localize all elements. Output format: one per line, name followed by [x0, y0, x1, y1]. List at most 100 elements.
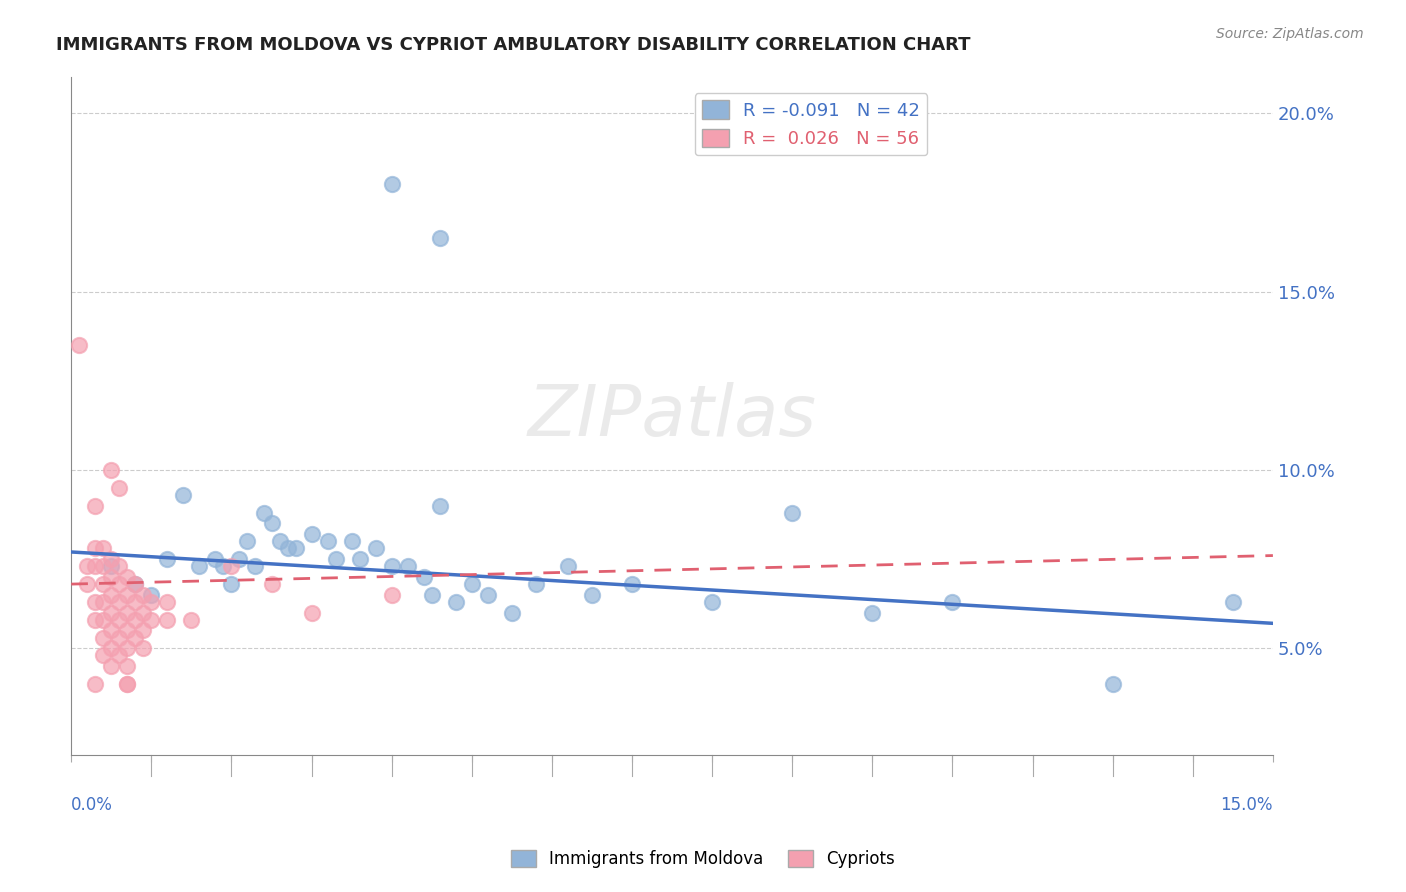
- Point: [245, 559, 267, 574]
- Point: [557, 559, 579, 574]
- Point: [91, 577, 114, 591]
- Point: [221, 559, 243, 574]
- Point: [108, 559, 131, 574]
- Text: 0.0%: 0.0%: [72, 796, 112, 814]
- Point: [117, 677, 139, 691]
- Point: [364, 541, 387, 556]
- Point: [284, 541, 307, 556]
- Point: [141, 613, 163, 627]
- Point: [100, 588, 122, 602]
- Point: [381, 559, 404, 574]
- Point: [188, 559, 211, 574]
- Point: [84, 559, 107, 574]
- Point: [108, 481, 131, 495]
- Point: [84, 541, 107, 556]
- Text: IMMIGRANTS FROM MOLDOVA VS CYPRIOT AMBULATORY DISABILITY CORRELATION CHART: IMMIGRANTS FROM MOLDOVA VS CYPRIOT AMBUL…: [56, 36, 970, 54]
- Point: [117, 606, 139, 620]
- Point: [108, 613, 131, 627]
- Point: [1101, 677, 1123, 691]
- Point: [117, 588, 139, 602]
- Point: [461, 577, 484, 591]
- Point: [124, 577, 146, 591]
- Point: [340, 534, 363, 549]
- Point: [117, 624, 139, 638]
- Point: [429, 231, 451, 245]
- Point: [204, 552, 226, 566]
- Point: [860, 606, 883, 620]
- Point: [381, 178, 404, 192]
- Point: [156, 552, 179, 566]
- Point: [412, 570, 434, 584]
- Point: [180, 613, 202, 627]
- Point: [501, 606, 523, 620]
- Point: [132, 606, 155, 620]
- Point: [108, 595, 131, 609]
- Point: [941, 595, 963, 609]
- Point: [260, 516, 283, 531]
- Point: [156, 613, 179, 627]
- Point: [325, 552, 347, 566]
- Point: [117, 677, 139, 691]
- Point: [301, 527, 323, 541]
- Point: [444, 595, 467, 609]
- Point: [117, 659, 139, 673]
- Point: [100, 559, 122, 574]
- Point: [100, 463, 122, 477]
- Point: [100, 659, 122, 673]
- Point: [301, 606, 323, 620]
- Point: [76, 559, 98, 574]
- Point: [124, 577, 146, 591]
- Point: [84, 613, 107, 627]
- Point: [700, 595, 723, 609]
- Point: [236, 534, 259, 549]
- Point: [100, 606, 122, 620]
- Point: [76, 577, 98, 591]
- Point: [277, 541, 299, 556]
- Point: [91, 595, 114, 609]
- Point: [212, 559, 235, 574]
- Point: [132, 641, 155, 656]
- Point: [581, 588, 603, 602]
- Point: [124, 631, 146, 645]
- Point: [100, 624, 122, 638]
- Point: [91, 541, 114, 556]
- Point: [91, 613, 114, 627]
- Point: [349, 552, 371, 566]
- Point: [172, 488, 194, 502]
- Point: [156, 595, 179, 609]
- Legend: Immigrants from Moldova, Cypriots: Immigrants from Moldova, Cypriots: [503, 843, 903, 875]
- Point: [67, 338, 90, 352]
- Point: [132, 624, 155, 638]
- Point: [141, 588, 163, 602]
- Point: [429, 499, 451, 513]
- Point: [780, 506, 803, 520]
- Point: [100, 570, 122, 584]
- Point: [477, 588, 499, 602]
- Point: [396, 559, 419, 574]
- Point: [524, 577, 547, 591]
- Point: [91, 648, 114, 663]
- Point: [84, 499, 107, 513]
- Point: [124, 595, 146, 609]
- Text: 15.0%: 15.0%: [1220, 796, 1272, 814]
- Point: [1222, 595, 1244, 609]
- Point: [420, 588, 443, 602]
- Point: [84, 677, 107, 691]
- Point: [252, 506, 274, 520]
- Text: Source: ZipAtlas.com: Source: ZipAtlas.com: [1216, 27, 1364, 41]
- Point: [108, 577, 131, 591]
- Point: [117, 570, 139, 584]
- Point: [108, 631, 131, 645]
- Point: [100, 641, 122, 656]
- Point: [260, 577, 283, 591]
- Point: [141, 595, 163, 609]
- Point: [269, 534, 291, 549]
- Point: [132, 588, 155, 602]
- Point: [228, 552, 250, 566]
- Point: [124, 613, 146, 627]
- Legend: R = -0.091   N = 42, R =  0.026   N = 56: R = -0.091 N = 42, R = 0.026 N = 56: [695, 94, 928, 155]
- Point: [108, 648, 131, 663]
- Point: [381, 588, 404, 602]
- Point: [100, 552, 122, 566]
- Point: [91, 631, 114, 645]
